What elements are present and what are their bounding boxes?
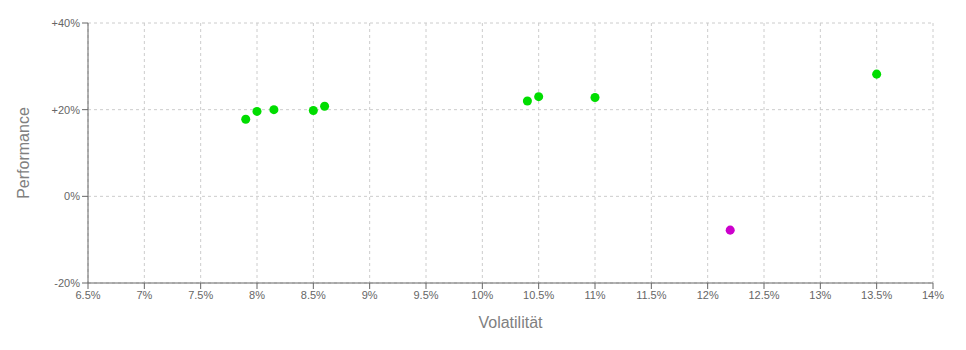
svg-text:+40%: +40% (52, 17, 81, 29)
svg-text:11.5%: 11.5% (636, 289, 667, 301)
svg-text:13.5%: 13.5% (861, 289, 892, 301)
svg-text:13%: 13% (809, 289, 831, 301)
svg-text:9%: 9% (362, 289, 378, 301)
svg-text:9.5%: 9.5% (413, 289, 438, 301)
svg-text:12.5%: 12.5% (748, 289, 779, 301)
svg-text:Performance: Performance (15, 107, 32, 199)
svg-text:Volatilität: Volatilität (478, 314, 543, 331)
svg-text:0%: 0% (64, 190, 80, 202)
svg-text:8%: 8% (249, 289, 265, 301)
svg-text:12%: 12% (697, 289, 719, 301)
svg-text:10.5%: 10.5% (523, 289, 554, 301)
svg-text:7.5%: 7.5% (188, 289, 213, 301)
svg-text:10%: 10% (471, 289, 493, 301)
svg-text:-20%: -20% (54, 277, 80, 289)
svg-text:11%: 11% (584, 289, 605, 301)
svg-text:6.5%: 6.5% (75, 289, 100, 301)
svg-text:+20%: +20% (52, 104, 81, 116)
svg-text:8.5%: 8.5% (301, 289, 326, 301)
svg-text:7%: 7% (136, 289, 152, 301)
svg-text:14%: 14% (922, 289, 944, 301)
